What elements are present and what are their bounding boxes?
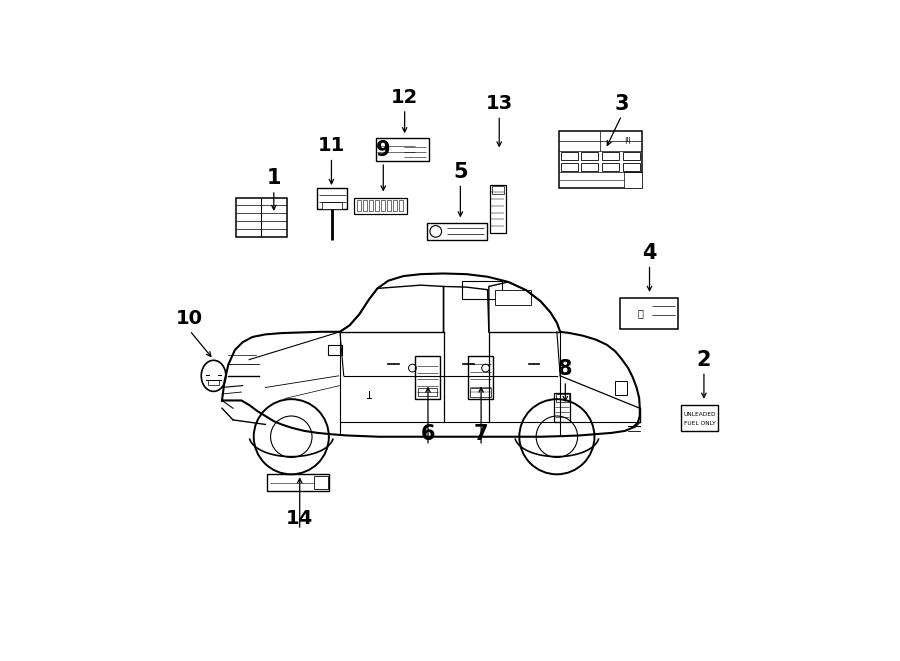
Text: 12: 12: [391, 88, 419, 107]
Text: FUEL ONLY: FUEL ONLY: [684, 420, 716, 426]
FancyBboxPatch shape: [470, 387, 490, 397]
FancyBboxPatch shape: [616, 381, 626, 395]
FancyBboxPatch shape: [602, 163, 619, 171]
FancyBboxPatch shape: [392, 200, 398, 212]
FancyBboxPatch shape: [328, 345, 343, 355]
FancyBboxPatch shape: [236, 198, 287, 237]
FancyBboxPatch shape: [267, 475, 328, 491]
Text: 11: 11: [318, 136, 345, 155]
FancyBboxPatch shape: [387, 200, 392, 212]
FancyBboxPatch shape: [554, 393, 571, 422]
FancyBboxPatch shape: [495, 290, 531, 305]
Text: 9: 9: [376, 140, 391, 161]
FancyBboxPatch shape: [399, 200, 403, 212]
FancyBboxPatch shape: [381, 200, 385, 212]
FancyBboxPatch shape: [624, 172, 642, 188]
FancyBboxPatch shape: [581, 163, 598, 171]
Text: 3: 3: [615, 94, 629, 114]
Text: 8: 8: [558, 360, 572, 379]
FancyBboxPatch shape: [491, 184, 506, 233]
FancyBboxPatch shape: [561, 152, 578, 160]
Text: |I|: |I|: [625, 137, 631, 143]
FancyBboxPatch shape: [492, 186, 504, 194]
Text: 1: 1: [266, 169, 281, 188]
FancyBboxPatch shape: [209, 379, 219, 385]
FancyBboxPatch shape: [555, 394, 569, 402]
Text: 2: 2: [697, 350, 711, 369]
FancyBboxPatch shape: [462, 282, 502, 299]
FancyBboxPatch shape: [363, 200, 367, 212]
FancyBboxPatch shape: [317, 188, 347, 209]
FancyBboxPatch shape: [623, 152, 640, 160]
FancyBboxPatch shape: [468, 356, 493, 399]
FancyBboxPatch shape: [375, 138, 428, 161]
FancyBboxPatch shape: [623, 163, 640, 171]
FancyBboxPatch shape: [581, 152, 598, 160]
Text: UNLEADED: UNLEADED: [683, 412, 716, 416]
Text: 🚗: 🚗: [637, 309, 643, 319]
FancyBboxPatch shape: [559, 131, 642, 188]
Text: 14: 14: [286, 509, 313, 528]
Text: 13: 13: [486, 95, 513, 113]
FancyBboxPatch shape: [354, 198, 407, 214]
FancyBboxPatch shape: [680, 405, 718, 431]
FancyBboxPatch shape: [561, 163, 578, 171]
FancyBboxPatch shape: [369, 200, 374, 212]
FancyBboxPatch shape: [418, 388, 437, 396]
Text: 7: 7: [473, 424, 489, 444]
FancyBboxPatch shape: [620, 298, 678, 329]
FancyBboxPatch shape: [428, 223, 487, 240]
Text: 10: 10: [176, 309, 203, 329]
FancyBboxPatch shape: [415, 356, 439, 399]
Text: 5: 5: [453, 162, 468, 182]
FancyBboxPatch shape: [356, 200, 362, 212]
Text: 4: 4: [643, 243, 657, 263]
Text: 6: 6: [420, 424, 436, 444]
FancyBboxPatch shape: [314, 476, 328, 489]
FancyBboxPatch shape: [321, 202, 343, 209]
FancyBboxPatch shape: [374, 200, 380, 212]
FancyBboxPatch shape: [602, 152, 619, 160]
